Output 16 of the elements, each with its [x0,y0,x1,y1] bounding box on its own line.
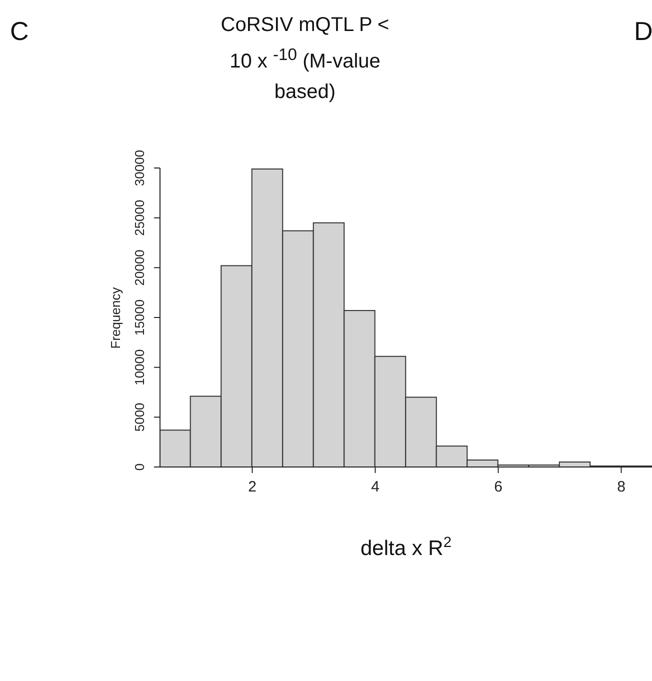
y-axis-title: Frequency [108,286,123,349]
x-tick-label: 2 [248,478,256,496]
y-tick-label: 20000 [132,250,147,286]
x-axis-title: delta x R$^{2}$ [360,535,452,560]
y-tick-label: 10000 [132,349,147,386]
y-tick-label: 25000 [132,200,147,236]
x-tick-label: 6 [494,478,502,496]
y-tick-label: 30000 [132,150,147,186]
text: D [634,16,652,46]
text: C [10,16,29,46]
y-tick-label: 0 [132,463,147,471]
y-tick-label: 15000 [132,299,147,336]
x-tick-label: 8 [617,478,626,496]
y-tick-label: 5000 [132,402,147,432]
chart-title: CoRSIV mQTL P < 10 x $^{-10}$ (M-value based) [220,13,390,105]
x-tick-label: 4 [371,478,380,496]
